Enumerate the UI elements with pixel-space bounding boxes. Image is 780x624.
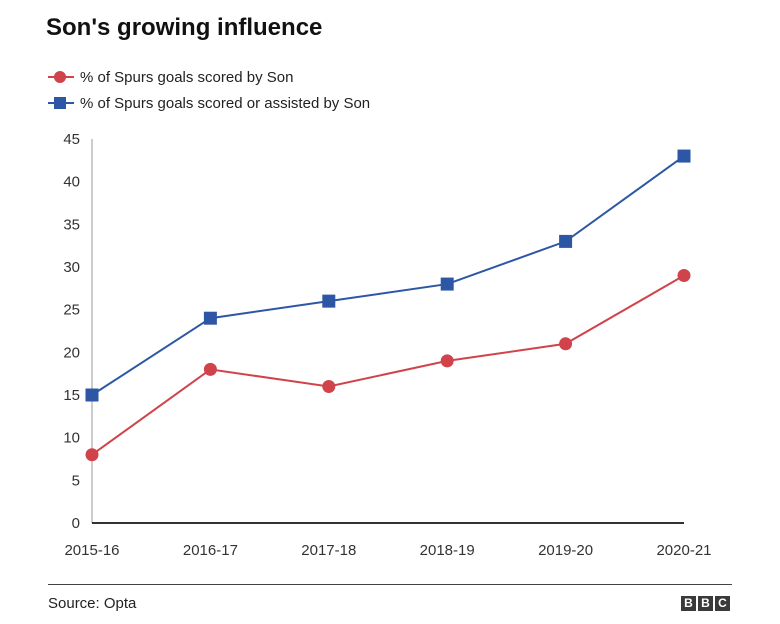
x-tick-label: 2019-20 bbox=[538, 542, 593, 559]
y-tick-label: 5 bbox=[72, 472, 80, 489]
data-point bbox=[440, 277, 454, 291]
data-point bbox=[559, 337, 573, 351]
data-point bbox=[677, 149, 691, 163]
data-point bbox=[559, 234, 573, 248]
y-tick-label: 20 bbox=[63, 344, 80, 361]
x-tick-label: 2015-16 bbox=[64, 542, 119, 559]
series-line-2 bbox=[91, 155, 685, 396]
data-point bbox=[203, 362, 217, 376]
line-chart: 0 5 10 15 20 25 30 35 40 45 2015-16 2016-17 2017-18 2… bbox=[63, 131, 711, 559]
data-point bbox=[322, 294, 336, 308]
y-tick-label: 30 bbox=[63, 259, 80, 276]
data-point bbox=[677, 269, 691, 283]
y-tick-label: 25 bbox=[63, 302, 80, 319]
legend-item-scored: % of Spurs goals scored by Son bbox=[48, 64, 370, 90]
legend-marker-circle bbox=[48, 71, 74, 83]
y-tick-label: 10 bbox=[63, 430, 80, 447]
y-tick-label: 40 bbox=[63, 174, 80, 191]
legend-marker-square bbox=[48, 97, 74, 109]
bbc-logo: B B C bbox=[681, 596, 730, 611]
series-line-1 bbox=[91, 274, 685, 456]
data-point bbox=[85, 388, 99, 402]
logo-letter: C bbox=[715, 596, 730, 611]
logo-letter: B bbox=[681, 596, 696, 611]
source-note: Source: Opta bbox=[48, 595, 137, 612]
x-tick-label: 2017-18 bbox=[301, 542, 356, 559]
logo-letter: B bbox=[698, 596, 713, 611]
footer-divider bbox=[48, 584, 732, 585]
legend-item-scored-or-assisted: % of Spurs goals scored or assisted by S… bbox=[48, 90, 370, 116]
data-point bbox=[85, 448, 99, 462]
y-tick-label: 45 bbox=[63, 131, 80, 148]
x-tick-label: 2018-19 bbox=[420, 542, 475, 559]
legend-label-scored: % of Spurs goals scored by Son bbox=[80, 68, 294, 86]
legend-label-scored-or-assisted: % of Spurs goals scored or assisted by S… bbox=[80, 94, 371, 112]
x-tick-label: 2020-21 bbox=[656, 542, 711, 559]
x-tick-label: 2016-17 bbox=[183, 542, 238, 559]
data-point bbox=[203, 311, 217, 325]
data-point bbox=[322, 379, 336, 393]
y-tick-label: 15 bbox=[63, 387, 80, 404]
y-tick-label: 35 bbox=[63, 216, 80, 233]
legend: % of Spurs goals scored by Son % of Spur… bbox=[48, 64, 370, 116]
data-point bbox=[440, 354, 454, 368]
y-tick-label: 0 bbox=[72, 515, 80, 532]
chart-title: Son's growing influence bbox=[46, 14, 323, 41]
